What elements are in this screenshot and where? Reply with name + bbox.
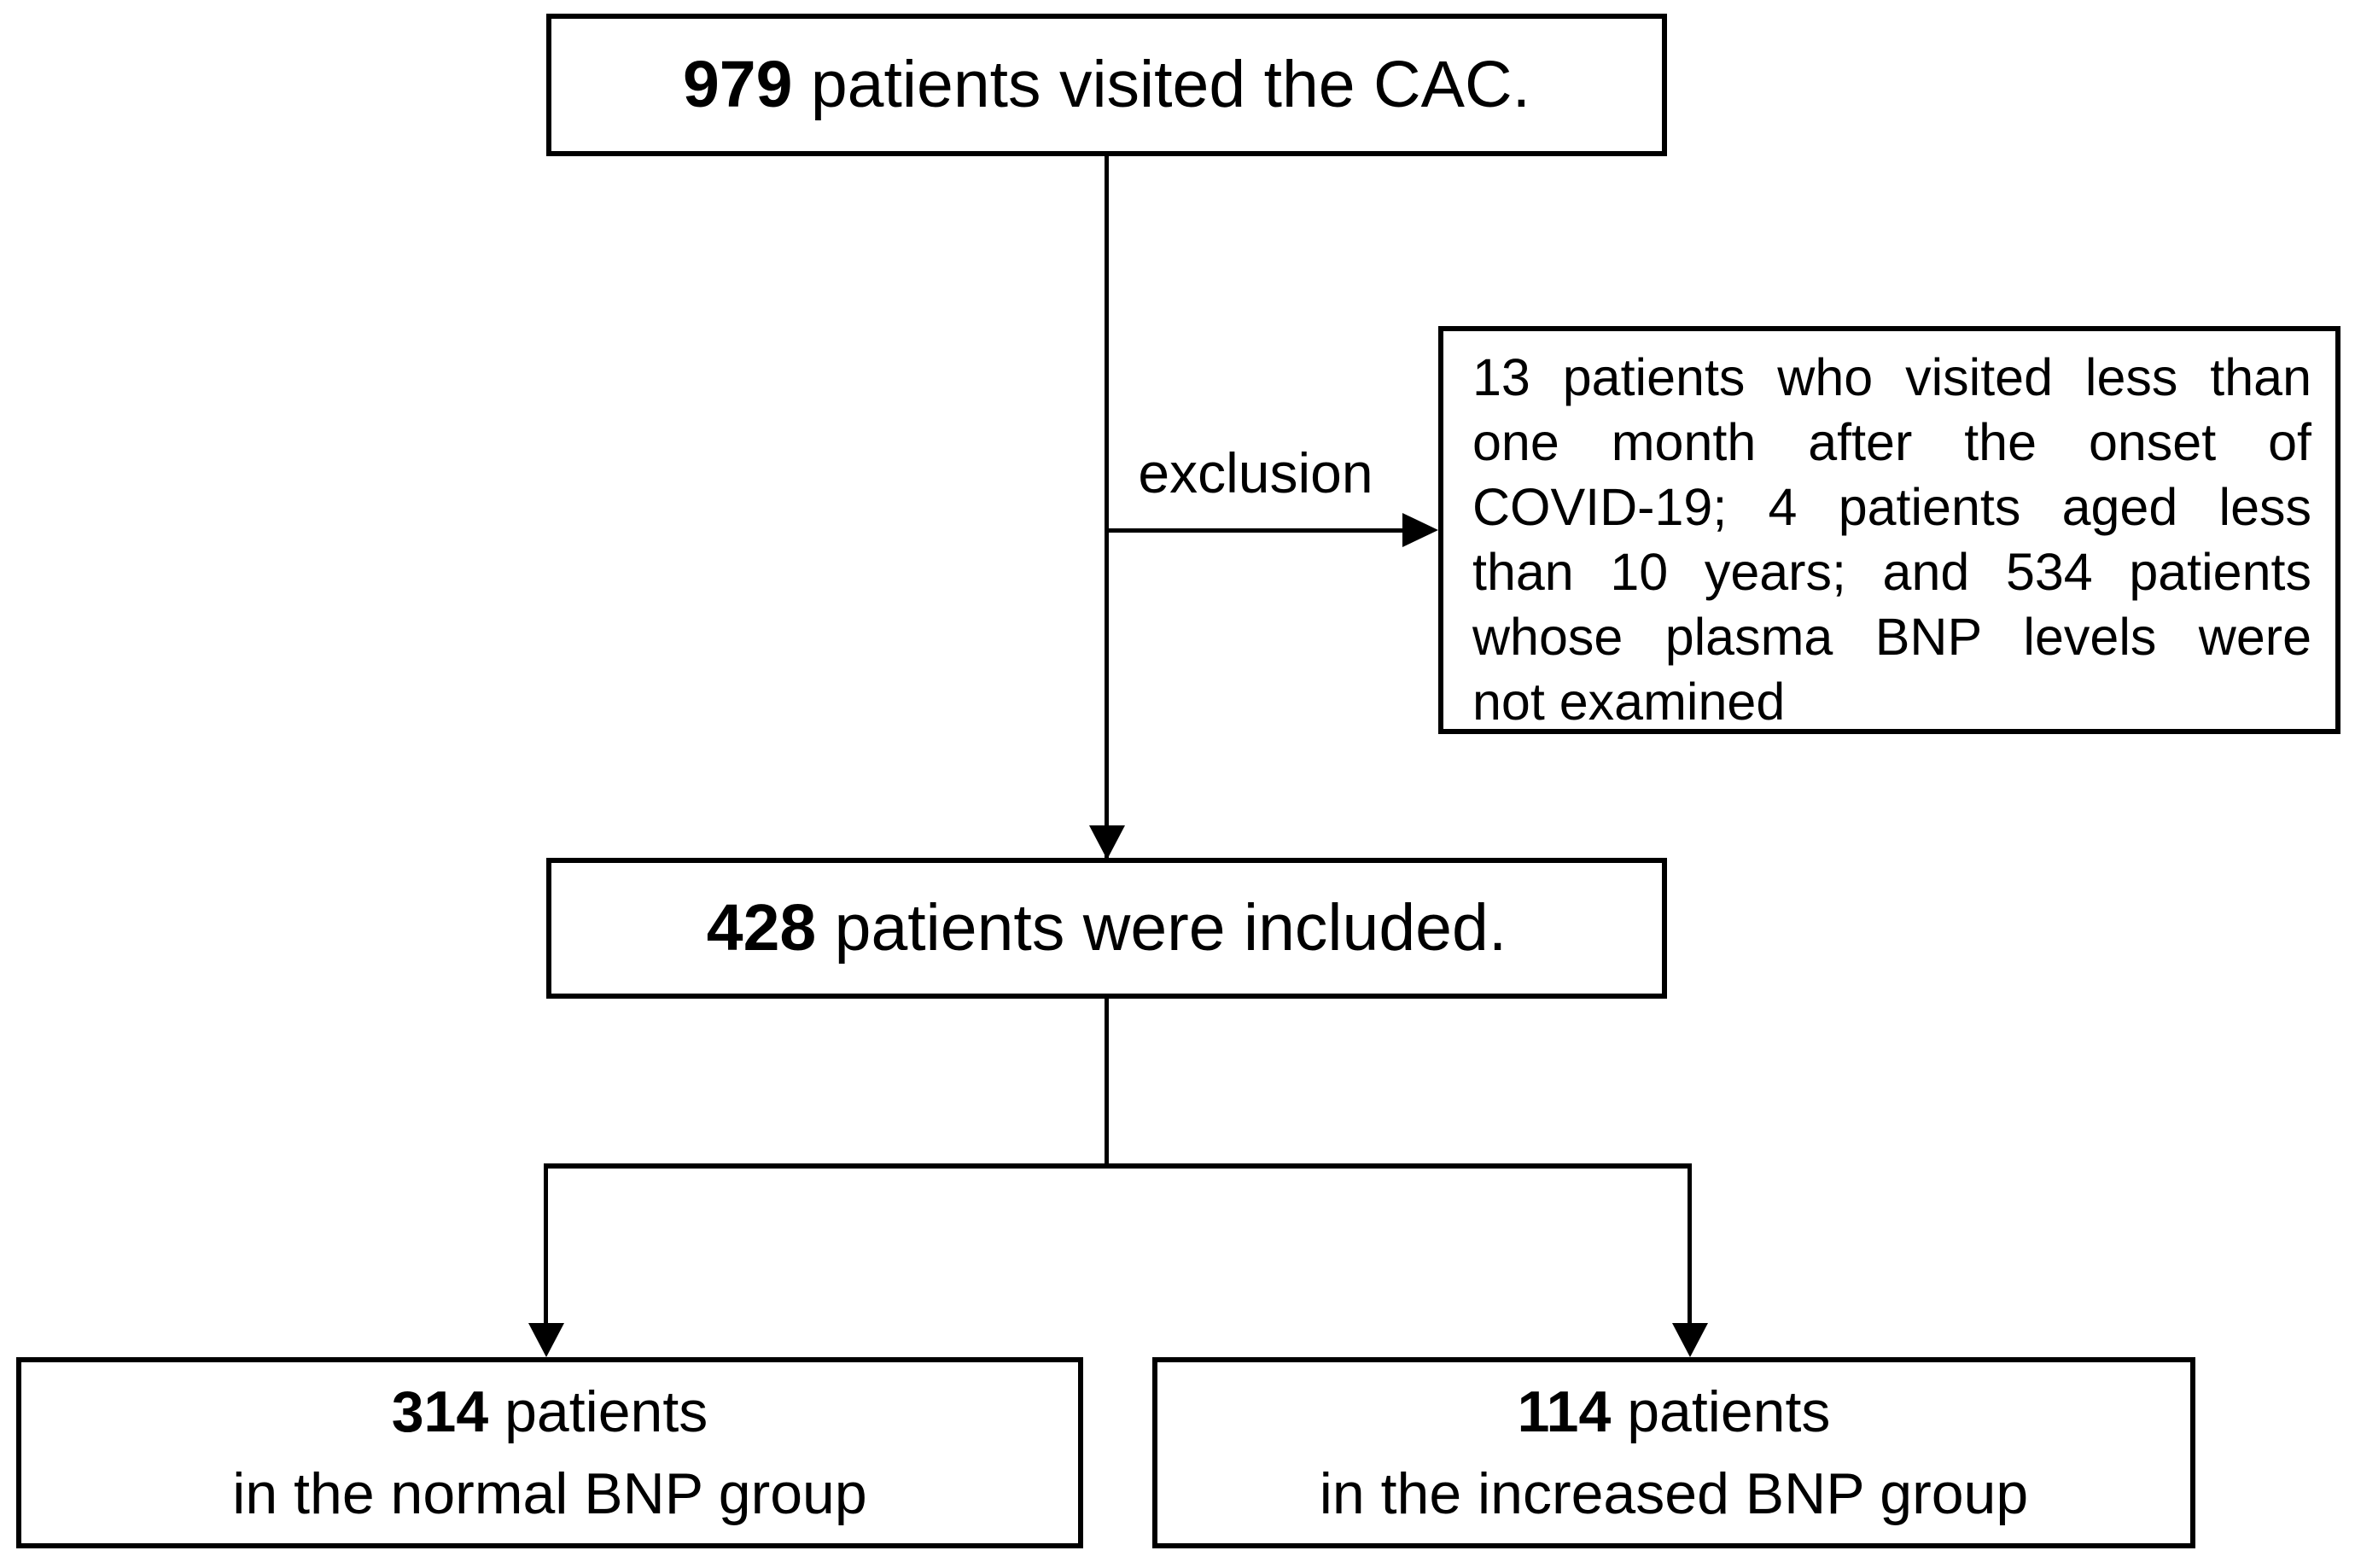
exclusion-line: one month after the onset of [1472,413,2311,471]
increased-bnp-box: 114 patients in the increased BNP group [1152,1357,2195,1548]
increased-bnp-line1: 114 patients [1517,1379,1831,1444]
connector-branch-to-increased [1688,1163,1692,1326]
increased-bnp-line2: in the increased BNP group [1319,1461,2029,1526]
exclusion-line: 13 patients who visited less than [1472,348,2311,406]
branch-line [544,1163,1692,1169]
visited-cac-count: 979 [682,48,793,122]
exclusion-line: whose plasma BNP levels were [1472,608,2311,666]
visited-cac-box: 979 patients visited the CAC. [546,14,1667,156]
exclusion-line: COVID-19; 4 patients aged less [1472,478,2311,536]
exclusion-line: than 10 years; and 534 patients [1472,543,2311,601]
arrowhead-increased-icon [1672,1323,1708,1357]
normal-bnp-line2: in the normal BNP group [232,1461,867,1526]
connector-top-to-included [1105,156,1109,858]
exclusion-criteria-box: 13 patients who visited less than one mo… [1438,326,2340,734]
arrowhead-included-icon [1089,825,1125,860]
visited-cac-text: 979 patients visited the CAC. [682,48,1530,122]
exclusion-arrow-label: exclusion [1138,441,1373,504]
included-box: 428 patients were included. [546,858,1667,999]
connector-included-to-branch [1105,999,1109,1168]
connector-exclusion [1106,528,1405,533]
arrowhead-exclusion-icon [1402,513,1438,547]
included-text: 428 patients were included. [706,891,1507,965]
normal-bnp-box: 314 patients in the normal BNP group [16,1357,1083,1548]
connector-branch-to-normal [544,1163,548,1326]
exclusion-line: not examined [1472,673,1786,731]
normal-bnp-line1: 314 patients [391,1379,708,1444]
included-count: 428 [706,891,817,965]
arrowhead-normal-icon [528,1323,564,1357]
increased-bnp-count: 114 [1517,1379,1612,1444]
normal-bnp-count: 314 [391,1379,489,1444]
